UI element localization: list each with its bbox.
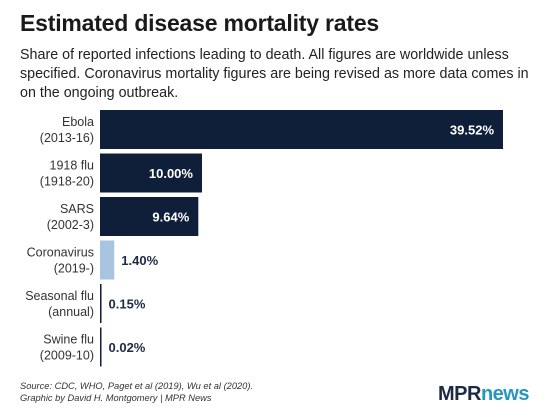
value-label-5: 0.02% (109, 340, 146, 355)
logo-part-news: news (480, 383, 530, 405)
value-label-0: 39.52% (450, 123, 495, 138)
bar-4 (100, 284, 102, 323)
bar-5 (100, 327, 102, 367)
value-label-3: 1.40% (121, 253, 158, 268)
credit-note: Graphic by David H. Montgomery | MPR New… (20, 393, 212, 403)
category-label-4: Seasonal flu (annual) (25, 289, 94, 319)
category-label-2: SARS (2002-3) (47, 202, 94, 232)
category-label-3: Coronavirus (2019-) (27, 246, 94, 276)
source-note: Source: CDC, WHO, Paget et al (2019), Wu… (20, 381, 254, 391)
category-label-5: Swine flu (2009-10) (40, 333, 94, 363)
footer: Source: CDC, WHO, Paget et al (2019), Wu… (20, 380, 253, 404)
chart-title: Estimated disease mortality rates (20, 10, 380, 36)
value-label-4: 0.15% (109, 297, 146, 312)
mpr-news-logo: MPRnews (438, 382, 538, 406)
category-label-1: 1918 flu (1918-20) (40, 159, 94, 189)
value-label-1: 10.00% (149, 166, 194, 181)
bar-chart: Ebola (2013-16) 39.52% 1918 flu (1918-20) 10.… (25, 110, 503, 367)
bar-0 (100, 110, 503, 149)
bar-3 (100, 240, 115, 280)
logo-part-mpr: MPR (438, 383, 481, 405)
chart-subtitle: Share of reported infections leading to … (20, 47, 529, 101)
bar-1 (100, 153, 202, 193)
value-label-2: 9.64% (152, 210, 189, 225)
category-label-0: Ebola (2013-16) (40, 115, 94, 145)
bar-2 (100, 197, 199, 236)
